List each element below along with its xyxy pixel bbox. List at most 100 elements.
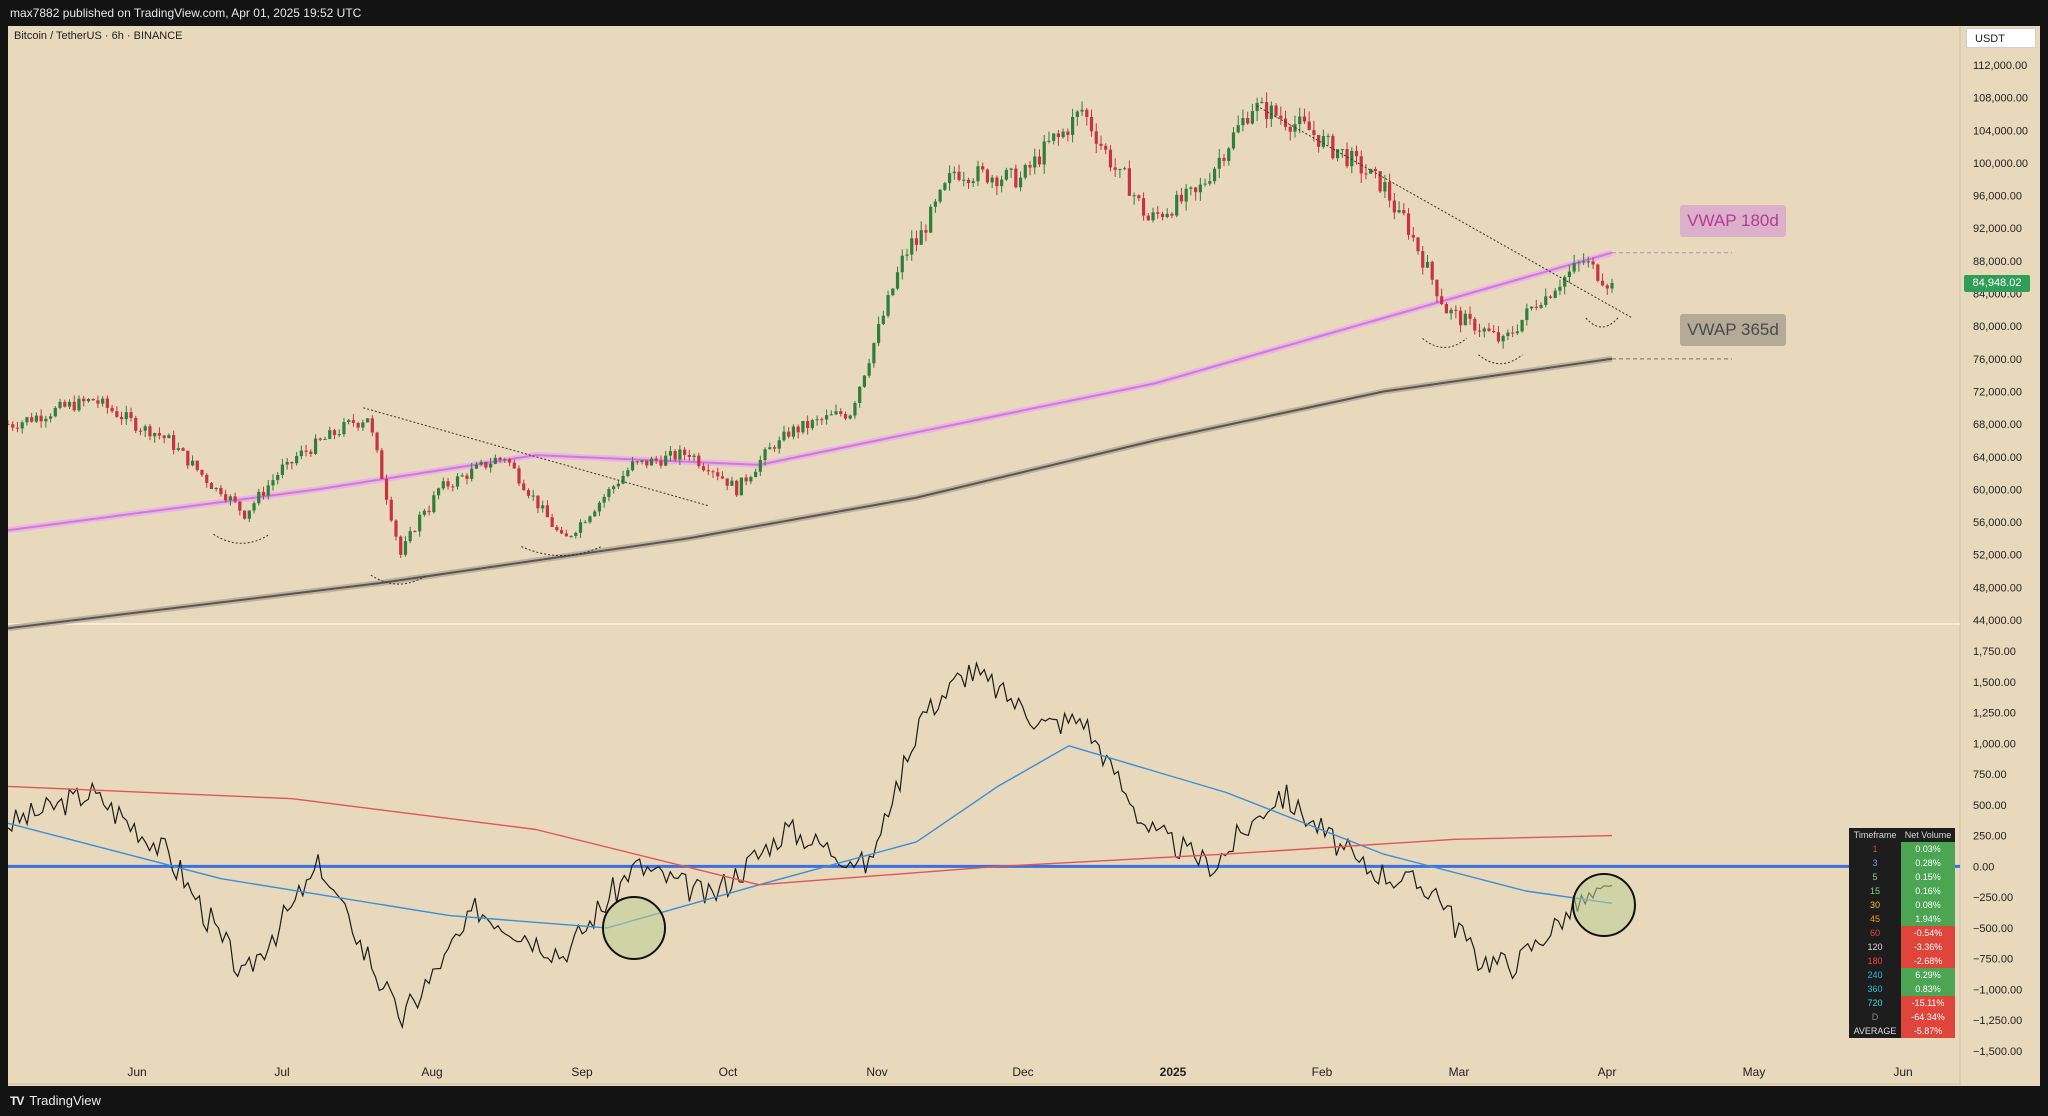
candle-body <box>692 455 696 458</box>
candle-body <box>957 171 961 180</box>
time-axis-label: Jun <box>1893 1065 1912 1079</box>
axes: 112,000.00 108,000.00 104,000.00 100,000.00… <box>127 60 2028 1079</box>
chart-frame[interactable]: 112,000.00 108,000.00 104,000.00 100,000.00… <box>6 26 2040 1086</box>
candle-body <box>484 461 488 468</box>
candle-body <box>11 424 15 428</box>
timeframe-cell: 720 <box>1849 996 1901 1010</box>
publish-bar: max7882 published on TradingView.com, Ap… <box>0 0 2048 26</box>
candle-body <box>1317 134 1321 147</box>
candle-body <box>564 533 568 537</box>
candle-body <box>820 419 824 421</box>
price-axis-label: 112,000.00 <box>1973 60 2027 72</box>
candle-body <box>1279 115 1283 119</box>
candle-body <box>157 433 162 436</box>
candle-body <box>858 386 862 403</box>
candle-body <box>1586 261 1590 263</box>
candle-body <box>1321 136 1325 147</box>
candle-body <box>53 407 57 417</box>
candle-body <box>810 420 814 429</box>
candle-body <box>626 470 630 476</box>
candle-body <box>1331 135 1335 159</box>
candle-body <box>266 485 270 496</box>
candle-body <box>1085 109 1089 117</box>
table-row: 180 -2.68% <box>1849 954 1955 968</box>
candle-body <box>1227 148 1231 161</box>
candle-body <box>1033 156 1037 168</box>
candle-body <box>20 422 24 429</box>
currency-selector[interactable]: USDT <box>1966 28 2036 48</box>
candle-body <box>1264 102 1269 119</box>
candle-body <box>48 416 53 419</box>
candle-body <box>1141 198 1146 216</box>
indicator-axis-label: −1,000.00 <box>1973 984 2022 996</box>
candle-body <box>200 469 204 475</box>
candle-body <box>332 430 337 435</box>
candle-body <box>1463 313 1467 326</box>
net-volume-cell: -2.68% <box>1901 954 1955 968</box>
candle-body <box>843 414 848 419</box>
net-volume-cell: 0.15% <box>1901 870 1955 884</box>
timeframe-cell: 180 <box>1849 954 1901 968</box>
candle-body <box>976 166 980 182</box>
candle-body <box>1175 194 1179 216</box>
candle-body <box>384 478 389 500</box>
candle-body <box>295 456 299 464</box>
vwap-365d-line <box>7 357 1613 630</box>
candle-body <box>167 435 171 439</box>
brand-label: TradingView <box>29 1093 101 1108</box>
candle-body <box>1529 306 1534 309</box>
candle-body <box>1482 328 1486 332</box>
candle-body <box>1558 286 1562 291</box>
candle-body <box>1307 121 1311 131</box>
candle-body <box>1582 261 1586 263</box>
candle-body <box>1198 184 1202 193</box>
candle-body <box>1544 296 1548 305</box>
candle-body <box>67 401 72 407</box>
candle-body <box>981 166 985 170</box>
price-axis-label: 92,000.00 <box>1973 223 2022 235</box>
candle-body <box>1170 213 1174 216</box>
candle-body <box>659 460 663 466</box>
candle-body <box>1014 168 1018 188</box>
candle-body <box>1302 116 1307 122</box>
candle-body <box>706 470 710 472</box>
candle-body <box>853 402 857 416</box>
candle-body <box>1127 168 1131 196</box>
candle-body <box>848 415 852 419</box>
candle-body <box>1392 200 1396 213</box>
candle-body <box>1236 125 1240 133</box>
candle-body <box>498 457 502 460</box>
candle-body <box>507 459 512 463</box>
price-axis-label: 108,000.00 <box>1973 93 2028 105</box>
candle-body <box>285 461 289 465</box>
chart-canvas[interactable]: 112,000.00 108,000.00 104,000.00 100,000.00… <box>6 26 2040 1086</box>
candle-body <box>1250 111 1255 124</box>
candle-body <box>337 434 341 436</box>
candle-body <box>1563 276 1567 287</box>
candle-body <box>233 496 237 502</box>
candle-body <box>829 414 833 416</box>
candle-body <box>1416 237 1420 252</box>
tradingview-logo[interactable]: TV TradingView <box>10 1086 101 1116</box>
bottom-arc <box>213 533 270 544</box>
candle-body <box>1539 304 1543 308</box>
candle-body <box>531 495 535 497</box>
table-row: 360 0.83% <box>1849 982 1955 996</box>
candle-body <box>1345 149 1349 167</box>
price-axis-label: 72,000.00 <box>1973 386 2022 398</box>
candle-body <box>1047 140 1051 142</box>
candle-body <box>460 475 464 477</box>
candle-body <box>44 418 48 422</box>
price-axis-label: 60,000.00 <box>1973 484 2022 496</box>
net-volume-ma-fast <box>7 745 1613 929</box>
candle-body <box>1080 109 1084 112</box>
candle-body <box>616 483 620 487</box>
candle-body <box>1383 182 1387 192</box>
candle-body <box>1004 169 1008 180</box>
candle-body <box>1123 168 1127 170</box>
candle-body <box>436 488 441 496</box>
net-volume-ma-slow <box>7 785 1613 886</box>
candle-body <box>749 477 753 482</box>
time-axis-label: Jul <box>274 1065 289 1079</box>
candle-body <box>758 460 762 472</box>
